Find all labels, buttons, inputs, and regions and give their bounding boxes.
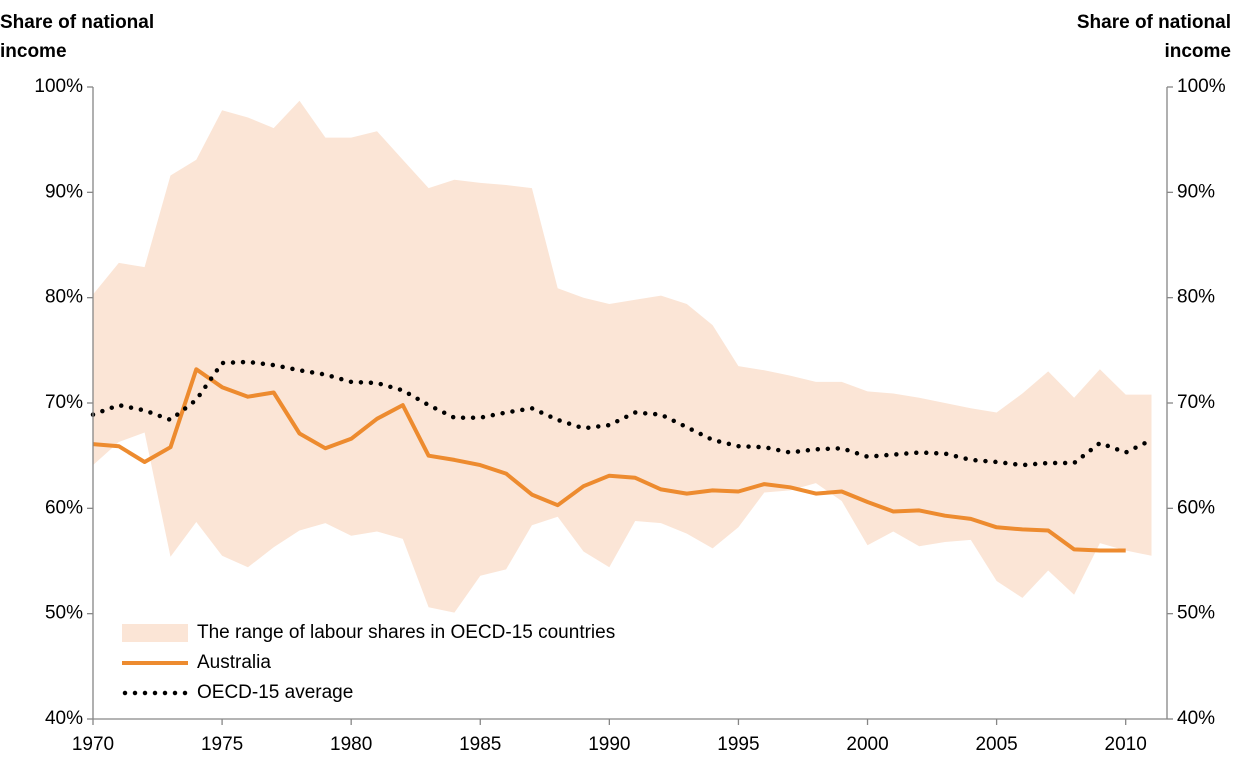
y-tick-label: 50% [45,603,83,624]
y-tick-label: 40% [45,708,83,729]
x-tick-label: 1970 [72,734,114,755]
x-tick-label: 1985 [459,734,501,755]
x-tick-label: 2005 [975,734,1017,755]
legend-swatch [122,624,188,642]
legend-label: Australia [197,652,271,673]
x-tick-label: 1990 [588,734,630,755]
x-tick-label: 2010 [1105,734,1147,755]
average-line [90,359,1154,468]
x-tick-label: 1980 [330,734,372,755]
y2-tick-label: 50% [1177,603,1215,624]
y-tick-label: 60% [45,497,83,518]
range-area [93,100,1152,613]
x-tick-label: 2000 [846,734,888,755]
y-tick-label: 70% [45,392,83,413]
x-tick-label: 1995 [717,734,759,755]
y2-tick-label: 40% [1177,708,1215,729]
y-tick-label: 80% [45,287,83,308]
y2-tick-label: 90% [1177,181,1215,202]
y-axis-label: Share of national income [0,12,155,62]
y-tick-label: 100% [34,76,83,97]
legend-label: OECD-15 average [197,682,353,703]
y2-tick-label: 60% [1177,497,1215,518]
y-tick-label: 90% [45,181,83,202]
x-tick-label: 1975 [201,734,243,755]
legend-label: The range of labour shares in OECD-15 co… [197,622,615,643]
y2-tick-label: 100% [1177,76,1226,97]
y2-tick-label: 80% [1177,287,1215,308]
series-line [92,367,1126,553]
y2-tick-label: 70% [1177,392,1215,413]
y2-axis-label: Share of national income [1076,12,1231,62]
